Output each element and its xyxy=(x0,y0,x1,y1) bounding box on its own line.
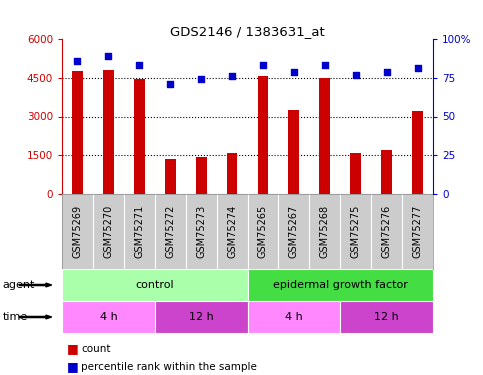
Title: GDS2146 / 1383631_at: GDS2146 / 1383631_at xyxy=(170,25,325,38)
Text: GSM75277: GSM75277 xyxy=(412,205,423,258)
Bar xyxy=(62,269,247,301)
Text: 4 h: 4 h xyxy=(285,312,303,322)
Point xyxy=(290,69,298,75)
Text: GSM75272: GSM75272 xyxy=(165,205,175,258)
Bar xyxy=(350,153,361,194)
Point xyxy=(166,81,174,87)
Bar xyxy=(381,150,392,194)
Text: epidermal growth factor: epidermal growth factor xyxy=(273,280,408,290)
Text: GSM75265: GSM75265 xyxy=(258,205,268,258)
Bar xyxy=(340,301,433,333)
Text: GSM75273: GSM75273 xyxy=(196,205,206,258)
Bar xyxy=(412,111,423,194)
Point xyxy=(228,73,236,79)
Bar xyxy=(196,156,207,194)
Text: GSM75268: GSM75268 xyxy=(320,205,330,258)
Bar xyxy=(257,76,269,194)
Bar xyxy=(72,71,83,194)
Bar xyxy=(103,70,114,194)
Text: 12 h: 12 h xyxy=(189,312,213,322)
Bar xyxy=(62,301,155,333)
Point xyxy=(73,58,81,64)
Text: GSM75275: GSM75275 xyxy=(351,205,361,258)
Bar xyxy=(227,153,238,194)
Bar xyxy=(247,269,433,301)
Text: GSM75270: GSM75270 xyxy=(103,205,114,258)
Point xyxy=(259,62,267,68)
Text: GSM75269: GSM75269 xyxy=(72,205,83,258)
Text: 12 h: 12 h xyxy=(374,312,399,322)
Bar xyxy=(319,78,330,194)
Bar xyxy=(288,110,299,194)
Text: 4 h: 4 h xyxy=(99,312,117,322)
Text: ■: ■ xyxy=(67,360,79,374)
Text: GSM75274: GSM75274 xyxy=(227,205,237,258)
Point xyxy=(104,53,112,59)
Point xyxy=(352,72,359,78)
Point xyxy=(321,62,328,68)
Point xyxy=(383,69,390,75)
Bar xyxy=(247,301,340,333)
Point xyxy=(197,76,205,82)
Text: agent: agent xyxy=(2,280,35,290)
Text: count: count xyxy=(81,344,111,354)
Text: GSM75276: GSM75276 xyxy=(382,205,392,258)
Point xyxy=(135,62,143,68)
Text: ■: ■ xyxy=(67,342,79,355)
Text: control: control xyxy=(135,280,174,290)
Bar xyxy=(134,79,145,194)
Text: time: time xyxy=(2,312,28,322)
Point xyxy=(413,66,421,72)
Bar xyxy=(155,301,247,333)
Text: percentile rank within the sample: percentile rank within the sample xyxy=(81,362,257,372)
Text: GSM75267: GSM75267 xyxy=(289,205,299,258)
Text: GSM75271: GSM75271 xyxy=(134,205,144,258)
Bar xyxy=(165,159,176,194)
